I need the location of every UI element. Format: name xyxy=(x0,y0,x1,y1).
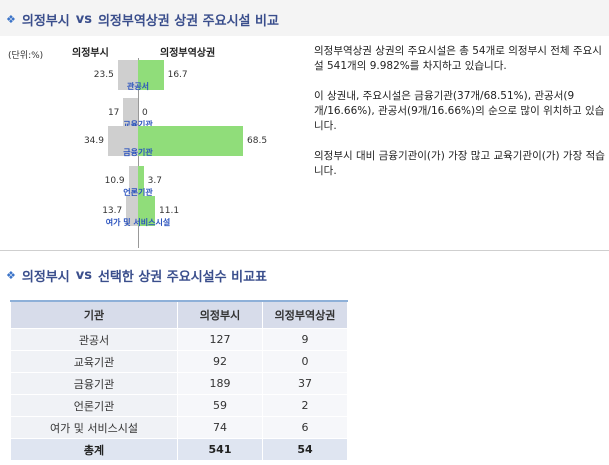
cell-city-count: 74 xyxy=(177,416,263,439)
cell-total-city: 541 xyxy=(177,438,263,461)
bar-city-1 xyxy=(123,98,138,128)
bar-district-0 xyxy=(138,60,164,90)
cell-total-label: 총계 xyxy=(10,438,178,461)
table-header-row: 기관 의정부시 의정부역상권 xyxy=(10,300,348,329)
bar-city-4 xyxy=(126,196,138,226)
title2-vs: vs xyxy=(75,268,92,283)
category-label-4: 여가 및 서비스시설 xyxy=(105,218,171,227)
value-label-city-0: 23.5 xyxy=(93,70,114,80)
category-label-0: 관공서 xyxy=(126,82,150,91)
section-divider xyxy=(0,250,609,251)
col-header-city: 의정부시 xyxy=(177,300,263,329)
bar-district-3 xyxy=(138,166,144,196)
value-label-district-3: 3.7 xyxy=(147,176,162,186)
value-label-city-4: 13.7 xyxy=(102,206,123,216)
cell-district-count: 9 xyxy=(262,328,348,351)
col-header-facility: 기관 xyxy=(10,300,178,329)
cell-district-count: 37 xyxy=(262,372,348,395)
facility-count-table: 기관 의정부시 의정부역상권 관공서 127 9 교육기관 92 0 금융기관 … xyxy=(10,300,348,461)
category-label-1: 교육기관 xyxy=(123,120,153,129)
value-label-district-0: 16.7 xyxy=(167,70,188,80)
cell-district-count: 0 xyxy=(262,350,348,373)
cell-city-count: 92 xyxy=(177,350,263,373)
cell-district-count: 2 xyxy=(262,394,348,417)
category-label-3: 언론기관 xyxy=(123,188,153,197)
summary-paragraph-1: 의정부역상권 상권의 주요시설은 총 54개로 의정부시 전체 주요시설 541… xyxy=(314,45,602,72)
summary-paragraph-2: 이 상권내, 주요시설은 금융기관(37개/68.51%), 관공서(9개/16… xyxy=(314,90,605,132)
facility-comparison-title: ❖ 의정부시 vs 의정부역상권 상권 주요시설 비교 xyxy=(6,10,279,29)
summary-description: 의정부역상권 상권의 주요시설은 총 54개로 의정부시 전체 주요시설 541… xyxy=(314,44,606,194)
bar-city-3 xyxy=(128,166,138,196)
bar-city-0 xyxy=(117,60,138,90)
cell-city-count: 127 xyxy=(177,328,263,351)
title-region-a: 의정부시 xyxy=(21,14,70,29)
unit-label: (단위:%) xyxy=(8,51,44,61)
cell-city-count: 189 xyxy=(177,372,263,395)
table-row: 여가 및 서비스시설 74 6 xyxy=(10,416,348,439)
cell-facility: 교육기관 xyxy=(10,350,178,373)
value-label-city-2: 34.9 xyxy=(83,136,104,146)
left-series-header: 의정부시 xyxy=(72,48,109,59)
value-label-district-2: 68.5 xyxy=(247,136,268,146)
cell-district-count: 6 xyxy=(262,416,348,439)
summary-paragraph-3: 의정부시 대비 금융기관이(가) 가장 많고 교육기관이(가) 가장 적습니다. xyxy=(314,150,605,177)
value-label-city-3: 10.9 xyxy=(104,176,125,186)
title-vs: vs xyxy=(75,12,92,27)
value-label-city-1: 17 xyxy=(107,108,120,118)
table-total-row: 총계 541 54 xyxy=(10,438,348,461)
diamond-bullet-icon: ❖ xyxy=(6,269,16,282)
cell-total-district: 54 xyxy=(262,438,348,461)
bar-district-2 xyxy=(138,126,243,156)
diamond-bullet-icon: ❖ xyxy=(6,13,16,26)
title2-region-b: 선택한 상권 주요시설수 비교표 xyxy=(97,270,267,285)
facility-butterfly-chart: (단위:%) 의정부시 의정부역상권 23.5 16.7 관공서 17 0 교육기관 34.… xyxy=(0,36,300,248)
col-header-district: 의정부역상권 xyxy=(262,300,348,329)
table-row: 금융기관 189 37 xyxy=(10,372,348,395)
section-header-band xyxy=(0,0,609,36)
category-label-2: 금융기관 xyxy=(123,148,153,157)
cell-city-count: 59 xyxy=(177,394,263,417)
value-label-district-4: 11.1 xyxy=(159,206,180,216)
cell-facility: 금융기관 xyxy=(10,372,178,395)
table-row: 관공서 127 9 xyxy=(10,328,348,351)
cell-facility: 관공서 xyxy=(10,328,178,351)
bar-district-4 xyxy=(138,196,155,226)
table-row: 언론기관 59 2 xyxy=(10,394,348,417)
title2-region-a: 의정부시 xyxy=(21,270,70,285)
right-series-header: 의정부역상권 xyxy=(160,48,216,59)
bar-city-2 xyxy=(108,126,138,156)
value-label-district-1: 0 xyxy=(142,108,148,118)
facility-count-table-title: ❖ 의정부시 vs 선택한 상권 주요시설수 비교표 xyxy=(6,266,267,285)
cell-facility: 언론기관 xyxy=(10,394,178,417)
title-region-b: 의정부역상권 상권 주요시설 비교 xyxy=(97,14,279,29)
cell-facility: 여가 및 서비스시설 xyxy=(10,416,178,439)
table-row: 교육기관 92 0 xyxy=(10,350,348,373)
